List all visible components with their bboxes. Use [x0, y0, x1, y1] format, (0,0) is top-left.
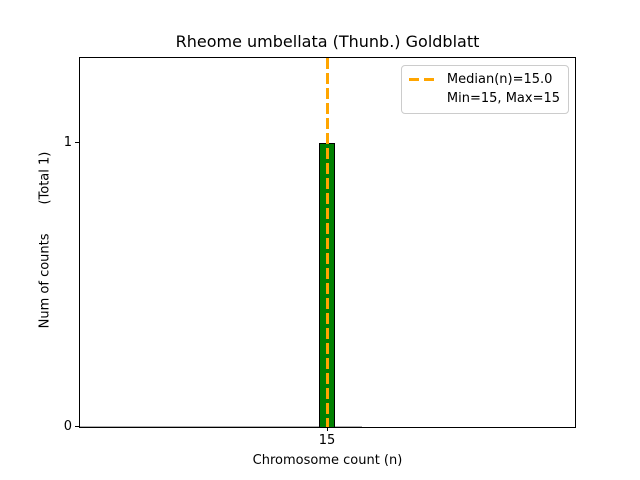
- x-axis-label: Chromosome count (n): [252, 453, 403, 468]
- y-axis-label: Num of counts (Total 1): [37, 151, 53, 329]
- legend-row-median: Median(n)=15.0: [408, 70, 560, 89]
- legend-row-minmax: Min=15, Max=15: [409, 89, 560, 108]
- legend-median-label: Median(n)=15.0: [446, 72, 553, 87]
- median-dashed-line: [326, 58, 329, 427]
- chart-title: Rheome umbellata (Thunb.) Goldblatt: [175, 32, 480, 51]
- legend-minmax-label: Min=15, Max=15: [446, 91, 560, 106]
- median-dash-icon: [408, 78, 435, 81]
- ytick-label-0: 0: [63, 419, 72, 434]
- ytick-mark-1: [75, 142, 79, 143]
- ytick-mark-0: [75, 426, 79, 427]
- xtick-mark-15: [327, 427, 328, 431]
- zero-count-baseline: [80, 426, 362, 427]
- plot-area: Median(n)=15.0 Min=15, Max=15: [79, 57, 576, 428]
- legend: Median(n)=15.0 Min=15, Max=15: [400, 65, 569, 114]
- xtick-label-15: 15: [318, 433, 336, 448]
- ytick-label-1: 1: [63, 135, 72, 150]
